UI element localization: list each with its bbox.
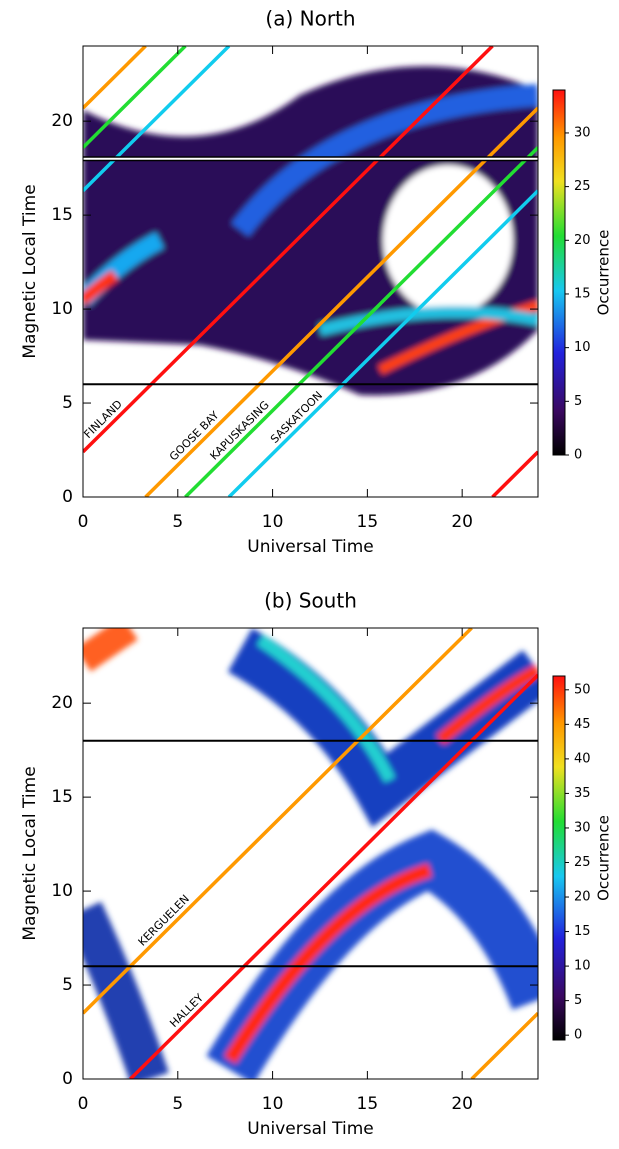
y-tick-label: 5 xyxy=(62,393,73,413)
x-axis-label: Universal Time xyxy=(247,1119,373,1139)
plot-frame xyxy=(82,627,539,1080)
y-axis-label: Magnetic Local Time xyxy=(20,184,40,358)
chart-title: (b) South xyxy=(264,589,357,613)
x-tick-label: 5 xyxy=(172,1094,183,1114)
x-tick-label: 10 xyxy=(262,512,284,532)
x-tick-label: 0 xyxy=(78,1094,89,1114)
station-label: SASKATOON xyxy=(268,389,325,446)
station-line xyxy=(83,628,538,1079)
x-tick-label: 20 xyxy=(451,512,473,532)
station-label: KAPUSKASING xyxy=(208,398,272,462)
colorbar-tick-label: 10 xyxy=(574,959,591,974)
colorbar-tick-label: 15 xyxy=(574,924,591,939)
colorbar-tick-label: 30 xyxy=(574,125,591,140)
x-tick-label: 10 xyxy=(262,1094,284,1114)
colorbar-tick-label: 25 xyxy=(574,179,591,194)
colorbar-tick-label: 45 xyxy=(574,717,591,732)
plot-area xyxy=(83,46,538,497)
y-tick-label: 15 xyxy=(51,787,73,807)
station-line xyxy=(129,673,538,1079)
colorbar-tick-label: 30 xyxy=(574,820,591,835)
station-line xyxy=(83,46,538,497)
y-tick-label: 10 xyxy=(51,299,73,319)
colorbar xyxy=(552,89,566,456)
chart-title: (a) North xyxy=(265,7,355,31)
station-line xyxy=(83,46,538,497)
colorbar-tick-label: 35 xyxy=(574,786,591,801)
y-tick-label: 20 xyxy=(51,111,73,131)
y-tick-label: 10 xyxy=(51,881,73,901)
colorbar-tick-label: 50 xyxy=(574,682,591,697)
station-label: KERGUELEN xyxy=(136,892,192,948)
x-tick-label: 20 xyxy=(451,1094,473,1114)
colorbar-tick-label: 40 xyxy=(574,751,591,766)
heatmap xyxy=(83,66,538,396)
y-tick-label: 15 xyxy=(51,205,73,225)
colorbar xyxy=(552,675,566,1041)
x-axis-label: Universal Time xyxy=(247,537,373,557)
plot-area xyxy=(83,628,538,1079)
colorbar-tick-label: 20 xyxy=(574,890,591,905)
colorbar-tick-label: 0 xyxy=(574,1028,582,1043)
colorbar-tick-label: 25 xyxy=(574,855,591,870)
y-axis-label: Magnetic Local Time xyxy=(20,766,40,940)
y-tick-label: 5 xyxy=(62,975,73,995)
colorbar-tick-label: 0 xyxy=(574,448,582,463)
colorbar-tick-label: 5 xyxy=(574,993,582,1008)
colorbar-tick-label: 5 xyxy=(574,394,582,409)
colorbar-tick-label: 20 xyxy=(574,233,591,248)
x-tick-label: 0 xyxy=(78,512,89,532)
plot-frame xyxy=(82,45,539,498)
colorbar-tick-label: 15 xyxy=(574,286,591,301)
y-tick-label: 0 xyxy=(62,487,73,507)
heatmap xyxy=(83,628,538,1079)
colorbar-label: Occurrence xyxy=(595,815,613,901)
x-tick-label: 15 xyxy=(357,512,379,532)
x-tick-label: 5 xyxy=(172,512,183,532)
x-tick-label: 15 xyxy=(357,1094,379,1114)
colorbar-label: Occurrence xyxy=(595,230,613,316)
y-tick-label: 0 xyxy=(62,1069,73,1089)
y-tick-label: 20 xyxy=(51,693,73,713)
colorbar-tick-label: 10 xyxy=(574,340,591,355)
station-line xyxy=(83,46,538,497)
